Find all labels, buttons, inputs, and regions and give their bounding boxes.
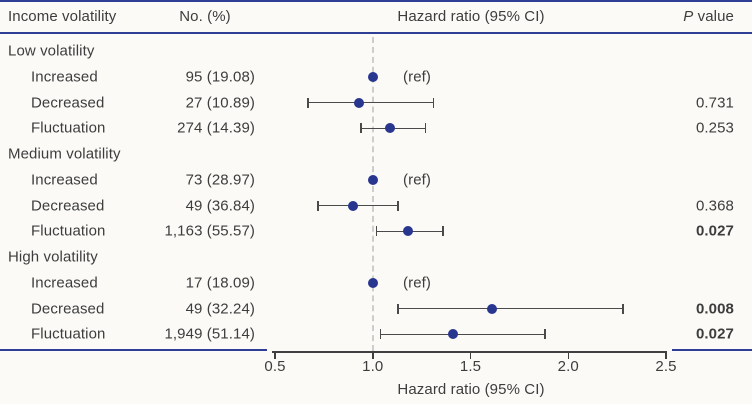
data-row: Increased 95 (19.08) (ref) xyxy=(0,64,752,90)
column-header-income-volatility: Income volatility xyxy=(8,8,117,25)
x-axis-tick xyxy=(274,352,276,359)
ci-upper-cap xyxy=(424,123,427,134)
row-label: Medium volatility xyxy=(8,145,121,163)
ref-label: (ref) xyxy=(403,274,431,292)
row-label: Increased xyxy=(31,68,98,86)
x-axis-tick-label: 1.0 xyxy=(362,358,384,375)
column-header-no-pct: No. (%) xyxy=(179,8,231,25)
row-count: 1,949 (51.14) xyxy=(164,325,255,343)
ref-label: (ref) xyxy=(403,68,431,86)
point-estimate-dot xyxy=(447,329,458,340)
confidence-interval-line xyxy=(308,101,434,104)
data-row: Increased 17 (18.09) (ref) xyxy=(0,270,752,296)
row-label: Fluctuation xyxy=(31,222,106,240)
ci-upper-cap xyxy=(432,97,435,108)
row-count: 49 (32.24) xyxy=(185,300,255,317)
x-axis-tick-label: 1.5 xyxy=(459,358,482,375)
x-axis-tick xyxy=(567,352,569,359)
confidence-interval-line xyxy=(380,333,545,335)
p-value: 0.027 xyxy=(695,325,734,343)
point-estimate-dot xyxy=(367,71,378,82)
ref-label: (ref) xyxy=(403,171,431,189)
data-row: Decreased 49 (36.84) 0.368 xyxy=(0,193,752,219)
ci-upper-cap xyxy=(544,329,546,340)
confidence-interval-line xyxy=(318,204,399,207)
ci-upper-cap xyxy=(442,226,444,237)
row-count: 95 (19.08) xyxy=(185,68,255,86)
data-row: Decreased 49 (32.24) 0.008 xyxy=(0,296,752,322)
point-estimate-dot xyxy=(354,97,365,108)
row-count: 27 (10.89) xyxy=(185,94,255,111)
point-estimate-dot xyxy=(402,226,413,237)
row-label: Decreased xyxy=(31,94,105,111)
data-row: Fluctuation 274 (14.39) 0.253 xyxy=(0,115,752,141)
row-label: Decreased xyxy=(31,300,105,317)
p-value: 0.027 xyxy=(695,222,734,240)
ci-upper-cap xyxy=(622,303,624,314)
p-value-rest: value xyxy=(693,8,734,25)
header-divider-rule xyxy=(0,32,752,34)
column-header-hazard-ratio: Hazard ratio (95% CI) xyxy=(397,8,545,25)
row-label: Increased xyxy=(31,171,98,189)
ci-upper-cap xyxy=(397,200,399,211)
bottom-border-rule-right xyxy=(672,349,752,351)
row-label: Decreased xyxy=(31,197,105,214)
row-label: Fluctuation xyxy=(31,325,106,343)
reference-line-hr-1 xyxy=(372,37,374,351)
ci-lower-cap xyxy=(379,329,382,340)
x-axis-tick-label: 2.5 xyxy=(655,358,677,375)
ci-lower-cap xyxy=(307,97,309,108)
row-count: 274 (14.39) xyxy=(177,119,255,137)
x-axis-tick-label: 2.0 xyxy=(557,358,579,375)
row-label: Low volatility xyxy=(8,42,95,60)
point-estimate-dot xyxy=(367,174,378,185)
column-header-p-value: P value xyxy=(683,8,734,25)
p-value: 0.368 xyxy=(695,197,734,214)
row-label: High volatility xyxy=(8,248,98,266)
x-axis-tick-label: 0.5 xyxy=(264,358,286,375)
ci-lower-cap xyxy=(397,303,399,314)
confidence-interval-line xyxy=(398,307,623,310)
row-label: Fluctuation xyxy=(31,119,106,137)
row-count: 73 (28.97) xyxy=(185,171,255,189)
top-border-rule xyxy=(0,0,752,2)
ci-lower-cap xyxy=(375,226,378,237)
p-value: 0.731 xyxy=(695,94,734,111)
point-estimate-dot xyxy=(367,277,378,288)
row-count: 49 (36.84) xyxy=(185,197,255,214)
x-axis-tick xyxy=(665,352,667,359)
group-row: High volatility xyxy=(0,244,752,270)
point-estimate-dot xyxy=(487,303,497,314)
p-value: 0.253 xyxy=(695,119,734,137)
data-row: Fluctuation 1,163 (55.57) 0.027 xyxy=(0,218,752,244)
data-row: Increased 73 (28.97) (ref) xyxy=(0,167,752,193)
x-axis-tick xyxy=(372,352,374,359)
ci-lower-cap xyxy=(360,123,362,134)
p-value-italic-p: P xyxy=(683,8,694,25)
x-axis-line xyxy=(272,351,667,353)
x-axis-title: Hazard ratio (95% CI) xyxy=(397,381,545,398)
group-row: Low volatility xyxy=(0,38,752,64)
group-row: Medium volatility xyxy=(0,141,752,167)
point-estimate-dot xyxy=(348,200,359,211)
data-row: Fluctuation 1,949 (51.14) 0.027 xyxy=(0,321,752,347)
bottom-border-rule-left xyxy=(0,349,267,351)
point-estimate-dot xyxy=(385,123,396,134)
row-label: Increased xyxy=(31,274,98,292)
p-value: 0.008 xyxy=(695,300,734,317)
x-axis-tick xyxy=(469,352,472,359)
ci-lower-cap xyxy=(317,200,319,211)
row-count: 17 (18.09) xyxy=(185,274,255,292)
data-row: Decreased 27 (10.89) 0.731 xyxy=(0,90,752,116)
row-count: 1,163 (55.57) xyxy=(164,222,255,240)
